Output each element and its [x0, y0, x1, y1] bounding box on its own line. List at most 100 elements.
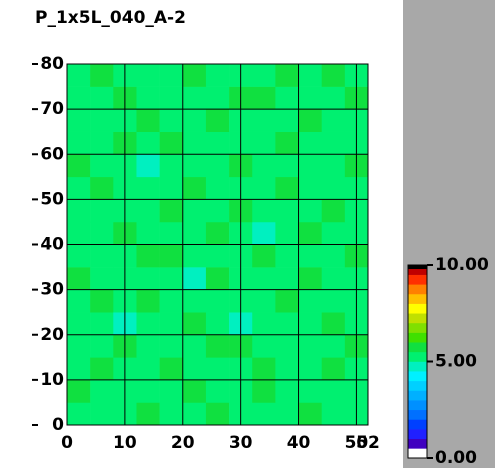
heatmap-cell	[67, 379, 91, 403]
heatmap-cell	[275, 289, 299, 313]
x-tick-label: 20	[171, 433, 195, 453]
heatmap-cell	[136, 334, 160, 358]
heatmap-cell	[205, 334, 230, 358]
heatmap-cell	[90, 109, 114, 132]
heatmap-cell	[252, 154, 276, 178]
heatmap-cell	[67, 131, 91, 155]
colorbar-band	[408, 313, 427, 324]
heatmap-cell	[321, 379, 346, 403]
colorbar-band	[408, 303, 427, 314]
heatmap-cell	[67, 221, 91, 245]
heatmap-cell	[275, 154, 299, 178]
heatmap-cell	[159, 221, 184, 245]
heatmap-cell	[67, 199, 91, 223]
heatmap-cell	[205, 86, 230, 110]
heatmap-cell	[275, 312, 299, 336]
heatmap-cell	[136, 109, 160, 132]
x-tick-label: 30	[229, 433, 253, 453]
heatmap-cell	[90, 379, 114, 403]
heatmap-cell	[321, 357, 346, 381]
heatmap-cell	[298, 267, 322, 290]
heatmap-cell	[159, 357, 184, 381]
heatmap-cell	[90, 357, 114, 381]
heatmap-cell	[205, 312, 230, 336]
colorbar-band	[408, 380, 427, 391]
heatmap-cell	[136, 244, 160, 268]
heatmap-cell	[136, 221, 160, 245]
colorbar-band	[408, 400, 427, 411]
heatmap-cell	[159, 289, 184, 313]
colorbar-band	[408, 293, 427, 304]
heatmap-cell	[205, 244, 230, 268]
heatmap-cell	[67, 244, 91, 268]
heatmap-cell	[136, 86, 160, 110]
colorbar-band	[408, 322, 427, 333]
heatmap-cell	[252, 199, 276, 223]
heatmap-cell	[205, 109, 230, 132]
heatmap-cell	[298, 221, 322, 245]
heatmap-cell	[159, 199, 184, 223]
heatmap-cell	[159, 109, 184, 132]
heatmap-cell	[275, 357, 299, 381]
colorbar-band	[408, 351, 427, 362]
heatmap-cell	[298, 357, 322, 381]
heatmap-cell	[90, 221, 114, 245]
heatmap-cell	[298, 289, 322, 313]
heatmap-cell	[136, 267, 160, 290]
heatmap-cell	[159, 334, 184, 358]
colorbar-tick-label: 10.00	[435, 255, 489, 275]
colorbar-band	[408, 361, 427, 372]
heatmap-cell	[67, 154, 91, 178]
heatmap-cell	[252, 312, 276, 336]
heatmap-cell	[159, 86, 184, 110]
heatmap-cell	[205, 357, 230, 381]
colorbar-band	[408, 332, 427, 343]
heatmap-cell	[298, 402, 322, 426]
heatmap-cell	[182, 154, 207, 178]
heatmap-cell	[252, 86, 276, 110]
heatmap-cell	[90, 244, 114, 268]
heatmap-cell	[298, 64, 322, 87]
colorbar-band	[408, 390, 427, 401]
heatmap-cell	[90, 312, 114, 336]
heatmap-cell	[275, 86, 299, 110]
heatmap-cell	[90, 199, 114, 223]
heatmap-cell	[159, 244, 184, 268]
x-tick-label: 40	[287, 433, 311, 453]
heatmap-cell	[159, 402, 184, 426]
heatmap-cell	[321, 312, 346, 336]
heatmap-cell	[321, 131, 346, 155]
heatmap-cell	[90, 64, 114, 87]
heatmap-cell	[321, 199, 346, 223]
heatmap-cell	[90, 334, 114, 358]
heatmap-cell	[67, 289, 91, 313]
heatmap-cell	[182, 109, 207, 132]
heatmap-cell	[321, 64, 346, 87]
heatmap-cell	[275, 267, 299, 290]
colorbar-band	[408, 419, 427, 430]
heatmap-cell	[136, 379, 160, 403]
heatmap-cell	[275, 131, 299, 155]
colorbar-band	[408, 284, 427, 295]
heatmap-cell	[205, 64, 230, 87]
heatmap-cell	[275, 334, 299, 358]
heatmap-cell	[321, 86, 346, 110]
heatmap-cell	[252, 334, 276, 358]
heatmap-cell	[182, 267, 207, 290]
heatmap-cell	[67, 357, 91, 381]
heatmap-cell	[321, 267, 346, 290]
heatmap-cell	[252, 221, 276, 245]
heatmap-cell	[136, 131, 160, 155]
heatmap-cell	[298, 109, 322, 132]
y-tick-label: 40	[40, 235, 64, 255]
heatmap-cell	[275, 109, 299, 132]
heatmap-cell	[136, 312, 160, 336]
heatmap-cell	[90, 154, 114, 178]
colorbar-band	[408, 274, 427, 285]
heatmap-cell	[275, 176, 299, 200]
heatmap-cell	[136, 176, 160, 200]
heatmap-cell	[90, 402, 114, 426]
heatmap-cell	[205, 131, 230, 155]
heatmap-cell	[159, 64, 184, 87]
